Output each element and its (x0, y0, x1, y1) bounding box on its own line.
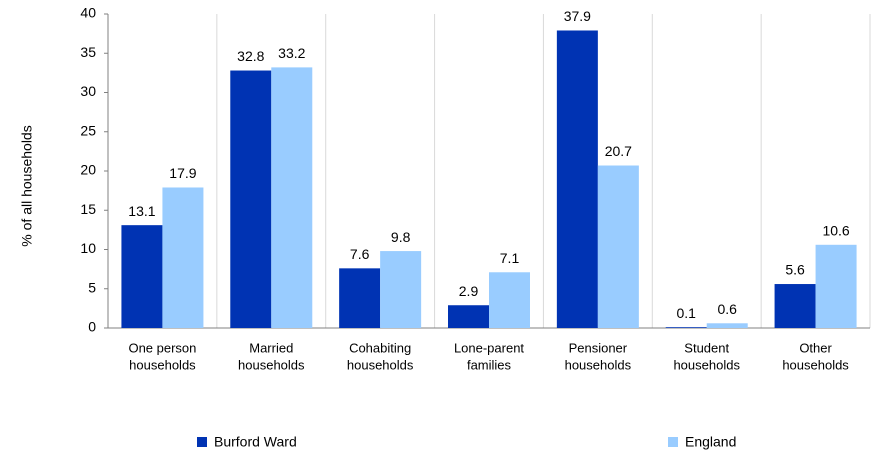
y-axis-label: % of all households (19, 125, 35, 246)
x-tick-label: Other (799, 340, 832, 355)
bar (162, 187, 204, 328)
bar (121, 225, 163, 328)
bar (271, 67, 313, 328)
data-label: 10.6 (822, 222, 849, 238)
x-tick-label: Lone-parent (454, 340, 524, 355)
x-tick-label: households (565, 357, 632, 372)
bar (665, 327, 707, 328)
x-tick-label: One person (128, 340, 196, 355)
bar (556, 30, 598, 329)
y-tick-label: 40 (80, 5, 96, 21)
x-tick-label: households (347, 357, 414, 372)
data-label: 20.7 (605, 143, 632, 159)
data-label: 2.9 (459, 283, 479, 299)
data-label: 32.8 (237, 48, 264, 64)
y-tick-label: 20 (80, 162, 96, 178)
data-label: 5.6 (785, 262, 805, 278)
bar (380, 251, 422, 328)
data-label: 0.1 (676, 305, 696, 321)
x-tick-label: households (782, 357, 849, 372)
data-label: 37.9 (564, 8, 591, 24)
bar (706, 323, 748, 328)
data-label: 13.1 (128, 203, 155, 219)
legend-swatch (668, 437, 678, 447)
bar (489, 272, 530, 328)
legend-label: Burford Ward (214, 434, 297, 450)
bar (448, 305, 489, 328)
x-tick-label: Cohabiting (349, 340, 411, 355)
y-tick-label: 15 (80, 201, 96, 217)
y-tick-label: 25 (80, 122, 96, 138)
x-tick-label: families (467, 357, 512, 372)
y-tick-label: 35 (80, 44, 96, 60)
x-tick-label: households (238, 357, 305, 372)
bar (774, 284, 816, 328)
x-tick-label: Married (249, 340, 293, 355)
y-tick-label: 5 (88, 279, 96, 295)
data-label: 17.9 (169, 165, 196, 181)
bar (597, 165, 639, 328)
bar (339, 268, 381, 328)
data-label: 9.8 (391, 229, 411, 245)
y-tick-label: 30 (80, 83, 96, 99)
data-label: 7.6 (350, 246, 370, 262)
bar (230, 70, 272, 329)
y-tick-label: 0 (88, 319, 96, 335)
x-tick-label: Pensioner (569, 340, 628, 355)
data-label: 0.6 (717, 301, 737, 317)
data-label: 7.1 (500, 250, 520, 266)
x-tick-label: Student (684, 340, 729, 355)
x-tick-label: households (673, 357, 740, 372)
data-label: 33.2 (278, 45, 305, 61)
bar (815, 244, 857, 328)
legend-label: England (685, 434, 736, 450)
y-tick-label: 10 (80, 240, 96, 256)
x-tick-label: households (129, 357, 196, 372)
legend-swatch (197, 437, 207, 447)
